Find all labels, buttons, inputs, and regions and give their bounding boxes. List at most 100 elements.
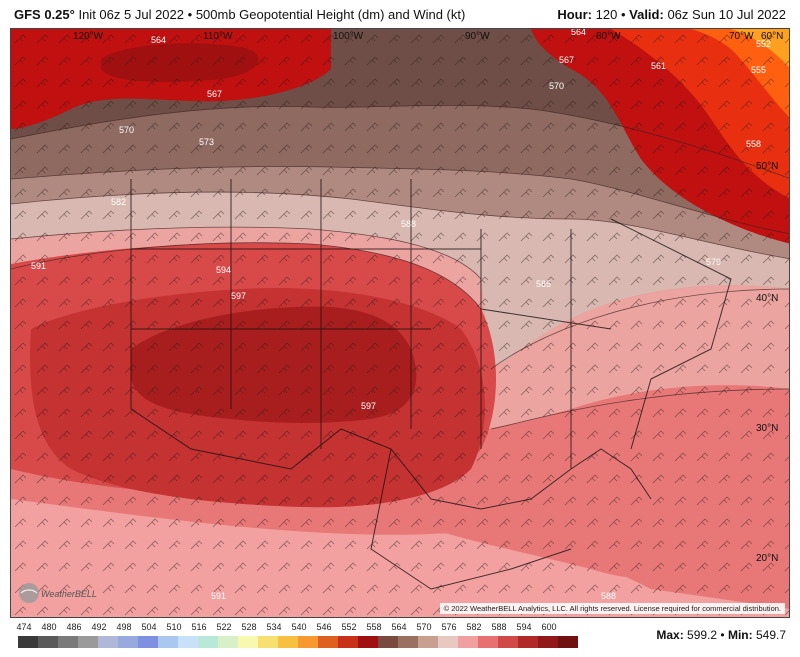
valid-time-info: Hour: 120 • Valid: 06z Sun 10 Jul 2022 bbox=[557, 7, 786, 22]
max-label: Max: bbox=[656, 628, 684, 642]
colorbar-segment bbox=[398, 636, 418, 648]
field-stats: Max: 599.2 • Min: 549.7 bbox=[656, 628, 786, 642]
colorbar-segment bbox=[418, 636, 438, 648]
init-time: Init 06z 5 Jul 2022 bbox=[78, 7, 184, 22]
colorbar bbox=[18, 636, 578, 648]
logo-text: WeatherBELL bbox=[41, 589, 97, 599]
model-name: GFS 0.25° bbox=[14, 7, 75, 22]
colorbar-segment bbox=[458, 636, 478, 648]
lon-label-90w: 90°W bbox=[465, 31, 490, 42]
contour-label: 585 bbox=[536, 279, 551, 289]
contour-label: 558 bbox=[746, 139, 761, 149]
lat-label-40n: 40°N bbox=[756, 293, 779, 304]
contour-label: 588 bbox=[401, 219, 416, 229]
lon-label-100w: 100°W bbox=[333, 31, 364, 42]
contour-label: 567 bbox=[207, 89, 222, 99]
contour-label: 570 bbox=[119, 125, 134, 135]
colorbar-segment bbox=[18, 636, 38, 648]
colorbar-tick-label: 576 bbox=[441, 622, 457, 632]
colorbar-segment bbox=[358, 636, 378, 648]
lat-label-60n: 60°N bbox=[761, 31, 784, 42]
contour-label: 564 bbox=[571, 29, 586, 37]
lat-label-50n: 50°N bbox=[756, 161, 779, 172]
colorbar-tick-label: 540 bbox=[291, 622, 307, 632]
colorbar-segment bbox=[38, 636, 58, 648]
contour-label: 582 bbox=[111, 197, 126, 207]
lon-label-80w: 80°W bbox=[596, 31, 621, 42]
colorbar-segment bbox=[538, 636, 558, 648]
colorbar-segment bbox=[338, 636, 358, 648]
logo-globe-icon bbox=[19, 583, 39, 603]
colorbar-tick-label: 504 bbox=[141, 622, 157, 632]
copyright-notice: © 2022 WeatherBELL Analytics, LLC. All r… bbox=[439, 603, 785, 614]
colorbar-segment bbox=[278, 636, 298, 648]
colorbar-tick-label: 534 bbox=[266, 622, 282, 632]
colorbar-tick-label: 480 bbox=[41, 622, 57, 632]
colorbar-tick-label: 474 bbox=[16, 622, 32, 632]
colorbar-tick-label: 522 bbox=[216, 622, 232, 632]
contour-label: 588 bbox=[601, 591, 616, 601]
colorbar-segment bbox=[78, 636, 98, 648]
colorbar-tick-label: 570 bbox=[416, 622, 432, 632]
height-contours bbox=[11, 104, 789, 430]
contour-label: 579 bbox=[706, 257, 721, 267]
colorbar-segment bbox=[198, 636, 218, 648]
colorbar-segment bbox=[318, 636, 338, 648]
colorbar-tick-label: 546 bbox=[316, 622, 332, 632]
lat-label-20n: 20°N bbox=[756, 553, 779, 564]
min-label: Min: bbox=[727, 628, 753, 642]
colorbar-tick-label: 492 bbox=[91, 622, 107, 632]
contour-label: 564 bbox=[151, 35, 166, 45]
contour-label: 573 bbox=[199, 137, 214, 147]
colorbar-segment bbox=[138, 636, 158, 648]
lat-label-30n: 30°N bbox=[756, 423, 779, 434]
contour-label: 597 bbox=[361, 401, 376, 411]
colorbar-tick-label: 564 bbox=[391, 622, 407, 632]
colorbar-tick-label: 552 bbox=[341, 622, 357, 632]
colorbar-tick-label: 582 bbox=[466, 622, 482, 632]
contour-label: 591 bbox=[31, 261, 46, 271]
colorbar-tick-label: 510 bbox=[166, 622, 182, 632]
colorbar-segment bbox=[178, 636, 198, 648]
header-bar: GFS 0.25° Init 06z 5 Jul 2022 • 500mb Ge… bbox=[0, 0, 800, 28]
colorbar-segment bbox=[498, 636, 518, 648]
colorbar-tick-label: 558 bbox=[366, 622, 382, 632]
contour-label: 570 bbox=[549, 81, 564, 91]
colorbar-tick-label: 600 bbox=[541, 622, 557, 632]
contour-label: 561 bbox=[651, 61, 666, 71]
map-title: GFS 0.25° Init 06z 5 Jul 2022 • 500mb Ge… bbox=[14, 7, 466, 22]
max-value: 599.2 bbox=[687, 628, 718, 642]
colorbar-segment bbox=[478, 636, 498, 648]
colorbar-segment bbox=[158, 636, 178, 648]
colorbar-segment bbox=[58, 636, 78, 648]
colorbar-footer: 474 480 486 492 498 504 510 516 522 528 534 540 546 5… bbox=[0, 618, 800, 657]
valid-value: 06z Sun 10 Jul 2022 bbox=[667, 7, 786, 22]
contour-label: 567 bbox=[559, 55, 574, 65]
map-canvas: 564 567 570 573 582 588 591 594 597 597 591 588 564 5… bbox=[11, 29, 789, 617]
contour-label: 597 bbox=[231, 291, 246, 301]
contour-label: 555 bbox=[751, 65, 766, 75]
weather-map[interactable]: 564 567 570 573 582 588 591 594 597 597 591 588 564 5… bbox=[10, 28, 790, 618]
colorbar-segment bbox=[238, 636, 258, 648]
colorbar-segment bbox=[118, 636, 138, 648]
colorbar-segment bbox=[438, 636, 458, 648]
contour-label-group: 564 567 570 573 582 588 591 594 597 597 591 588 564 5… bbox=[31, 29, 771, 601]
colorbar-tick-label: 594 bbox=[516, 622, 532, 632]
colorbar-segment bbox=[298, 636, 318, 648]
hour-value: 120 bbox=[595, 7, 618, 22]
colorbar-segment bbox=[378, 636, 398, 648]
valid-label: Valid: bbox=[629, 7, 664, 22]
colorbar-tick-label: 528 bbox=[241, 622, 257, 632]
colorbar-segment bbox=[258, 636, 278, 648]
colorbar-segment bbox=[518, 636, 538, 648]
hour-label: Hour: bbox=[557, 7, 592, 22]
colorbar-tick-label: 516 bbox=[191, 622, 207, 632]
colorbar-tick-label: 498 bbox=[116, 622, 132, 632]
contour-label: 591 bbox=[211, 591, 226, 601]
colorbar-segment bbox=[98, 636, 118, 648]
lon-label-120w: 120°W bbox=[73, 31, 104, 42]
lon-label-110w: 110°W bbox=[203, 31, 233, 42]
colorbar-tick-label: 588 bbox=[491, 622, 507, 632]
min-value: 549.7 bbox=[755, 628, 786, 642]
colorbar-segment bbox=[218, 636, 238, 648]
